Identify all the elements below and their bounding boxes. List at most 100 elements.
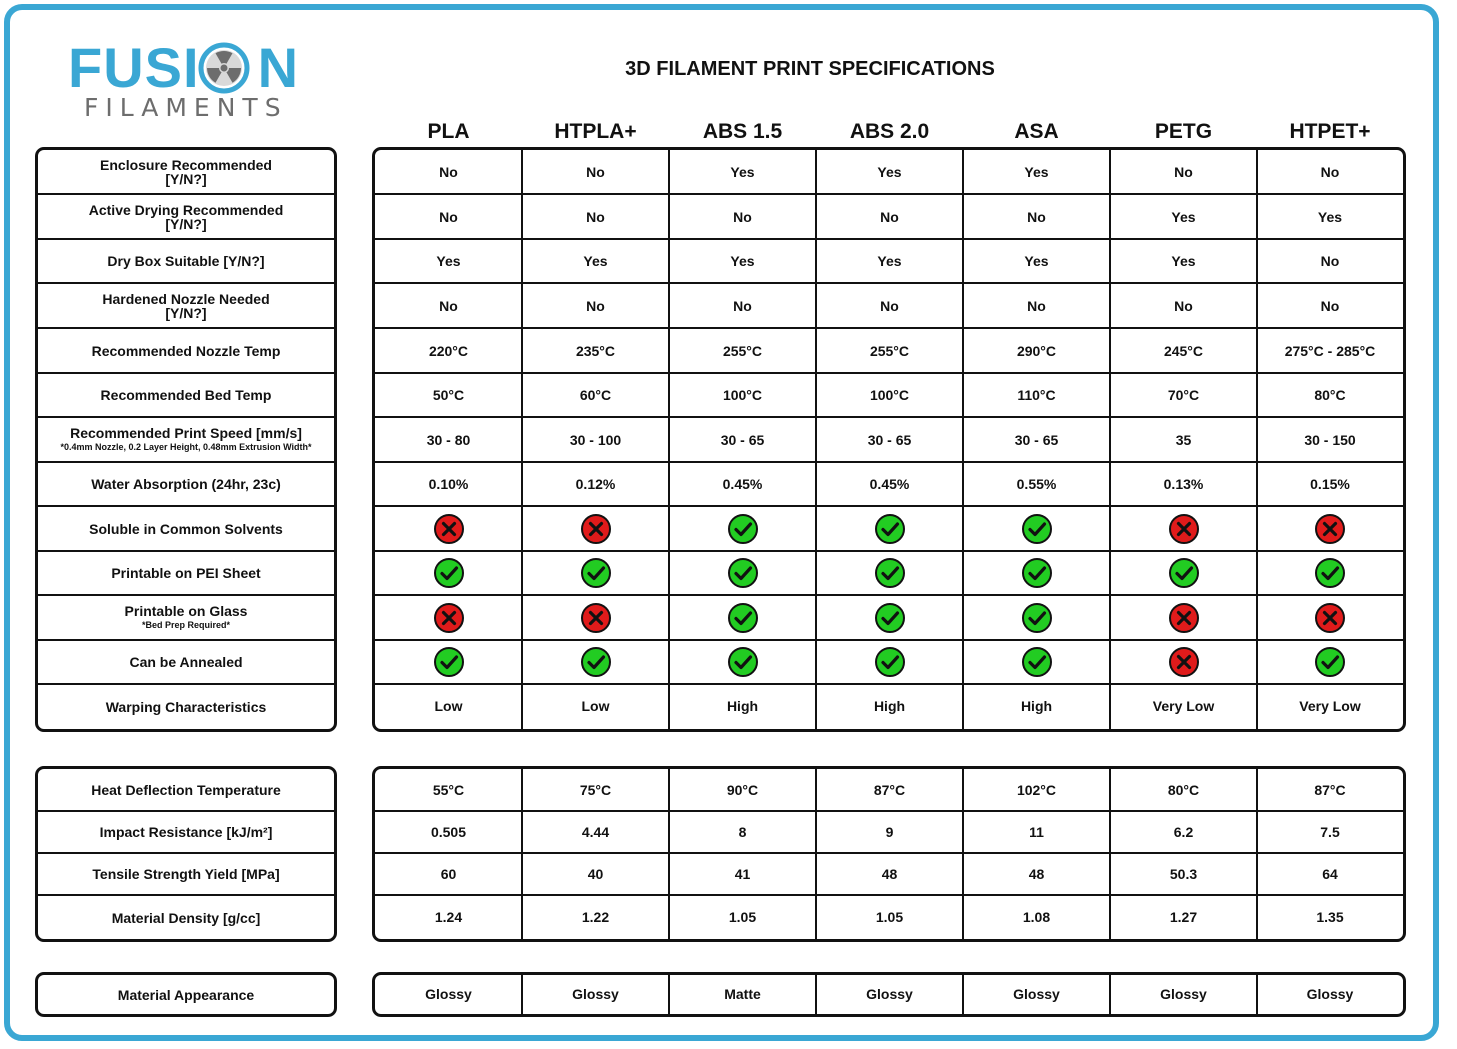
table-cell: Yes — [1257, 195, 1403, 238]
row-label-main: Active Drying Recommended — [88, 201, 284, 218]
check-icon — [874, 602, 905, 633]
cell-value: 6.2 — [1173, 824, 1194, 840]
cell-value: 30 - 100 — [569, 431, 622, 448]
table-cell: High — [669, 685, 816, 727]
row-label-main: Enclosure Recommended — [100, 156, 272, 173]
table-cell: No — [375, 284, 522, 327]
column-divider — [668, 150, 670, 729]
table-cell: 0.55% — [963, 463, 1110, 505]
column-divider — [815, 769, 817, 939]
table-cell: Very Low — [1110, 685, 1257, 727]
table-cell: 30 - 80 — [375, 418, 522, 461]
cell-value: 30 - 65 — [867, 431, 912, 448]
cell-value: 7.5 — [1320, 824, 1340, 840]
cell-value: 0.55% — [1016, 476, 1057, 492]
cell-value: 255°C — [722, 342, 763, 359]
table-cell: 9 — [816, 812, 963, 852]
table-cell — [1257, 596, 1403, 639]
cell-value: 50.3 — [1169, 866, 1198, 882]
cell-value: Yes — [1317, 208, 1343, 225]
cell-value: 30 - 65 — [1014, 431, 1059, 448]
row-label-text: Soluble in Common Solvents — [89, 522, 283, 536]
cell-value: 0.13% — [1163, 476, 1204, 492]
check-icon — [727, 558, 758, 588]
table-cell — [963, 552, 1110, 594]
cell-value: Glossy — [1306, 985, 1354, 1002]
cell-value: No — [1174, 297, 1193, 314]
table-cell: No — [522, 195, 669, 238]
table-cell: 60 — [375, 854, 522, 894]
row-label-text: Enclosure Recommended [Y/N?] — [100, 158, 272, 186]
cell-value: 1.22 — [581, 908, 610, 925]
table-cell: 11 — [963, 812, 1110, 852]
table-row — [375, 641, 1403, 685]
cell-value: 60°C — [579, 387, 612, 403]
cross-icon — [1315, 513, 1345, 544]
cell-value: Yes — [1171, 208, 1196, 225]
row-label-line2: [Y/N?] — [165, 170, 207, 187]
check-icon — [1021, 647, 1052, 677]
table-cell: Yes — [816, 150, 963, 193]
cell-value: 1.05 — [728, 908, 757, 925]
column-divider — [1109, 769, 1111, 939]
table-cell: Very Low — [1257, 685, 1403, 727]
column-divider — [962, 769, 964, 939]
table-cell: Glossy — [1257, 975, 1403, 1012]
table-cell: Yes — [816, 240, 963, 282]
row-label: Dry Box Suitable [Y/N?] — [38, 240, 334, 284]
check-icon — [580, 647, 611, 677]
cell-value: 87°C — [1314, 781, 1346, 798]
cell-value: 50°C — [432, 387, 465, 403]
column-divider — [1256, 975, 1258, 1014]
table-row — [375, 284, 1403, 329]
row-label: Printable on Glass *Bed Prep Required* — [38, 596, 334, 641]
table-cell — [669, 507, 816, 550]
table-cell: No — [669, 284, 816, 327]
row-label: Hardened Nozzle Needed [Y/N?] — [38, 284, 334, 329]
table-row — [375, 854, 1403, 896]
table-cell: 0.505 — [375, 812, 522, 852]
table-cell — [375, 507, 522, 550]
check-icon — [874, 647, 905, 677]
check-icon — [1021, 602, 1052, 633]
row-label-main: Printable on PEI Sheet — [111, 565, 261, 581]
row-label: Tensile Strength Yield [MPa] — [38, 854, 334, 896]
column-divider — [1109, 975, 1111, 1014]
table-cell: 6.2 — [1110, 812, 1257, 852]
table-cell: 110°C — [963, 374, 1110, 416]
row-label-text: Hardened Nozzle Needed [Y/N?] — [102, 292, 269, 320]
table-cell: Yes — [375, 240, 522, 282]
cell-value: 1.35 — [1316, 908, 1344, 925]
row-label-text: Can be Annealed — [129, 655, 242, 669]
cell-value: Yes — [877, 163, 902, 180]
column-divider — [1109, 150, 1111, 729]
table-cell — [669, 641, 816, 683]
check-icon — [727, 647, 758, 677]
cell-value: 40 — [587, 866, 604, 882]
table-cell: 8 — [669, 812, 816, 852]
table-cell: 80°C — [1110, 769, 1257, 810]
cell-value: No — [586, 163, 605, 180]
table-cell: 60°C — [522, 374, 669, 416]
table-cell — [669, 552, 816, 594]
table-cell: 30 - 100 — [522, 418, 669, 461]
label-column-2: Material Appearance — [35, 972, 337, 1017]
table-cell: 0.10% — [375, 463, 522, 505]
row-label: Material Density [g/cc] — [38, 896, 334, 939]
table-row — [375, 463, 1403, 507]
table-cell: 48 — [963, 854, 1110, 894]
check-icon — [1021, 513, 1052, 544]
check-icon — [1168, 558, 1199, 588]
cell-value: Yes — [1024, 253, 1049, 269]
cell-value: 80°C — [1314, 387, 1346, 403]
row-label: Recommended Bed Temp — [38, 374, 334, 418]
table-cell: 255°C — [669, 329, 816, 372]
cell-value: Glossy — [572, 985, 619, 1002]
row-label: Enclosure Recommended [Y/N?] — [38, 150, 334, 195]
cell-value: 0.505 — [430, 824, 467, 840]
table-cell: Low — [375, 685, 522, 727]
table-row — [375, 812, 1403, 854]
table-cell: Glossy — [963, 975, 1110, 1012]
table-cell — [522, 552, 669, 594]
cell-value: No — [586, 208, 605, 225]
